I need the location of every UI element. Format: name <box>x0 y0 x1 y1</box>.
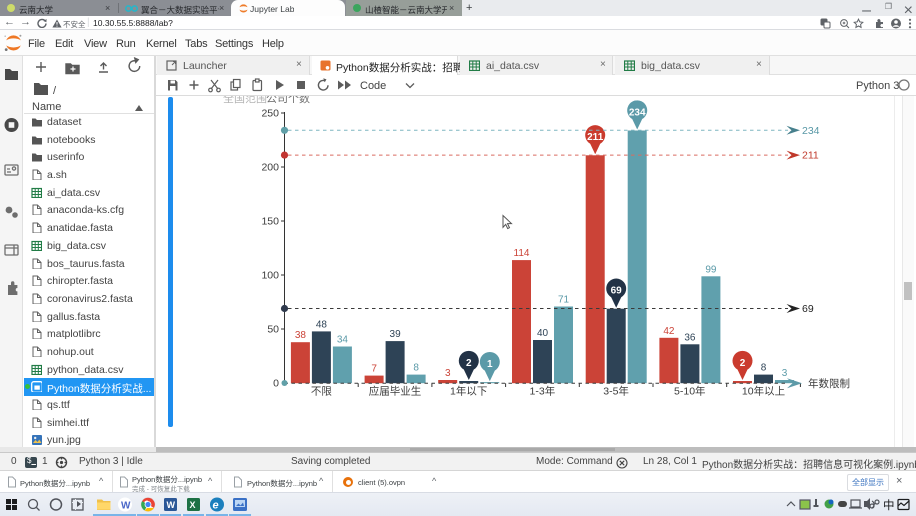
svg-text:50: 50 <box>267 324 279 336</box>
svg-text:211: 211 <box>587 132 604 143</box>
svg-text:38: 38 <box>295 330 307 341</box>
svg-text:42: 42 <box>663 326 675 337</box>
svg-text:公司个数: 公司个数 <box>266 96 310 105</box>
svg-text:39: 39 <box>390 329 402 340</box>
svg-text:X: X <box>190 500 196 510</box>
svg-text:48: 48 <box>316 319 328 330</box>
svg-text:200: 200 <box>261 162 279 174</box>
svg-text:应届毕业生: 应届毕业生 <box>369 385 422 398</box>
svg-text:不限: 不限 <box>311 386 332 398</box>
svg-text:69: 69 <box>611 286 623 297</box>
svg-text:1-3年: 1-3年 <box>530 385 556 398</box>
svg-text:2: 2 <box>740 358 746 369</box>
svg-text:34: 34 <box>337 335 349 346</box>
svg-text:e: e <box>213 500 219 512</box>
svg-text:W: W <box>167 500 176 510</box>
svg-text:234: 234 <box>802 125 820 137</box>
svg-text:150: 150 <box>261 216 279 228</box>
svg-text:0: 0 <box>273 378 279 390</box>
svg-text:3: 3 <box>445 368 451 379</box>
svg-text:全国范围: 全国范围 <box>223 96 267 105</box>
svg-text:250: 250 <box>261 108 279 120</box>
svg-text:114: 114 <box>514 248 530 259</box>
svg-text:234: 234 <box>629 107 646 118</box>
svg-text:/: / <box>53 85 57 97</box>
svg-text:Code: Code <box>360 80 386 92</box>
svg-text:7: 7 <box>371 364 377 375</box>
svg-text:8: 8 <box>761 363 767 374</box>
svg-text:3: 3 <box>782 368 788 379</box>
svg-text:5-10年: 5-10年 <box>674 385 706 398</box>
svg-text:Python 3: Python 3 <box>856 80 899 92</box>
svg-text:1年以下: 1年以下 <box>450 385 487 398</box>
svg-text:中: 中 <box>883 499 895 512</box>
svg-text:2: 2 <box>466 358 472 369</box>
svg-text:69: 69 <box>802 303 814 315</box>
svg-text:211: 211 <box>802 150 819 162</box>
svg-text:3-5年: 3-5年 <box>603 385 629 398</box>
svg-text:40: 40 <box>537 328 549 339</box>
svg-text:年数限制: 年数限制 <box>808 377 850 390</box>
svg-text:100: 100 <box>261 270 279 282</box>
svg-text:1: 1 <box>487 359 493 370</box>
svg-text:10年以上: 10年以上 <box>742 385 785 398</box>
svg-text:W: W <box>121 501 131 512</box>
svg-text:99: 99 <box>705 264 717 275</box>
svg-text:71: 71 <box>558 295 570 306</box>
svg-text:8: 8 <box>413 363 419 374</box>
svg-text:36: 36 <box>684 332 696 343</box>
